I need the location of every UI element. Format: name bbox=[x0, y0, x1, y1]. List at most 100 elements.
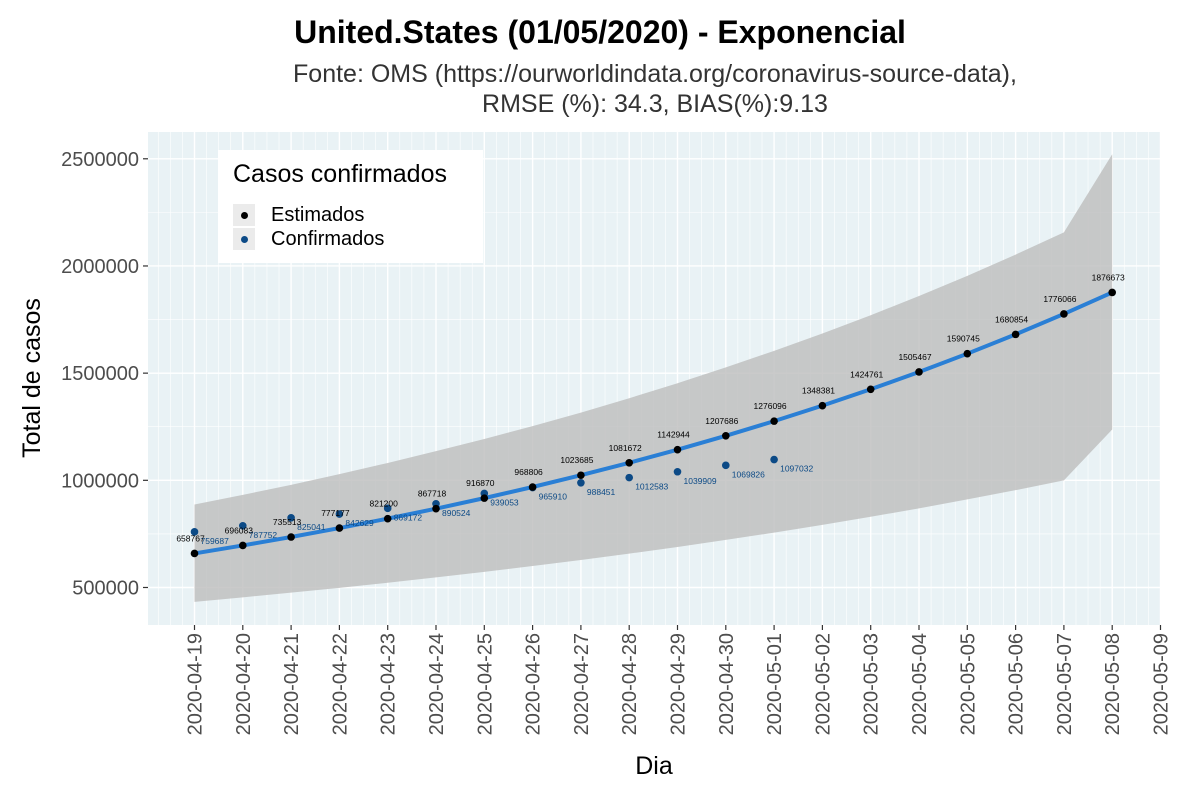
point-confirmados bbox=[190, 528, 199, 536]
point-estimados bbox=[722, 431, 730, 440]
data-label-estimados: 968806 bbox=[514, 467, 543, 477]
data-label-estimados: 1680854 bbox=[995, 314, 1028, 324]
x-tick-label: 2020-04-24 bbox=[426, 633, 448, 735]
data-label-estimados: 696083 bbox=[225, 525, 254, 535]
x-tick-label: 2020-05-04 bbox=[909, 633, 931, 735]
data-label-estimados: 1590745 bbox=[947, 334, 980, 344]
data-label-confirmados: 759687 bbox=[201, 536, 230, 546]
data-label-confirmados: 869172 bbox=[394, 512, 423, 522]
x-tick-label: 2020-04-21 bbox=[281, 633, 303, 735]
point-estimados bbox=[335, 524, 344, 532]
point-estimados bbox=[915, 368, 923, 376]
fit-line bbox=[194, 290, 1114, 556]
y-tick-label: 2000000 bbox=[61, 256, 139, 278]
data-label-confirmados: 939053 bbox=[490, 497, 519, 507]
data-label-confirmados: 1012583 bbox=[635, 482, 668, 492]
x-tick-label: 2020-04-27 bbox=[571, 633, 593, 735]
data-label-estimados: 1207686 bbox=[705, 416, 738, 426]
data-label-estimados: 1776066 bbox=[1043, 294, 1076, 304]
point-confirmados bbox=[625, 473, 633, 482]
legend-dot-confirmados bbox=[241, 236, 248, 243]
x-tick-label: 2020-04-25 bbox=[474, 633, 496, 735]
point-estimados bbox=[1108, 288, 1116, 297]
x-axis-label: Dia bbox=[635, 752, 673, 780]
data-label-confirmados: 825041 bbox=[297, 522, 326, 532]
data-label-estimados: 821200 bbox=[370, 499, 399, 509]
data-label-estimados: 1081672 bbox=[609, 443, 642, 453]
x-tick-label: 2020-04-29 bbox=[668, 633, 690, 735]
x-tick-label: 2020-05-01 bbox=[764, 633, 786, 735]
data-label-estimados: 1142944 bbox=[657, 430, 690, 440]
point-estimados bbox=[770, 417, 778, 425]
x-tick-label: 2020-04-30 bbox=[716, 633, 738, 735]
y-tick-label: 2500000 bbox=[61, 149, 139, 171]
data-label-estimados: 1424761 bbox=[850, 369, 883, 379]
legend-dot-estimados bbox=[241, 212, 248, 219]
point-confirmados bbox=[383, 504, 392, 513]
point-confirmados bbox=[577, 478, 585, 487]
data-labels: 759687 787752 825041 842629 869172 890524 9390… bbox=[176, 272, 1125, 545]
data-label-confirmados: 988451 bbox=[587, 487, 616, 497]
legend-label-confirmados: Confirmados bbox=[271, 228, 385, 250]
point-estimados bbox=[577, 471, 585, 480]
x-tick-label: 2020-04-23 bbox=[378, 633, 400, 735]
point-estimados bbox=[1011, 330, 1020, 339]
data-label-confirmados: 1069826 bbox=[732, 469, 765, 479]
x-tick-label: 2020-05-08 bbox=[1102, 633, 1124, 735]
point-estimados bbox=[432, 504, 440, 513]
y-axis-label: Total de casos bbox=[18, 298, 46, 458]
point-estimados bbox=[673, 445, 682, 454]
x-tick-label: 2020-04-20 bbox=[233, 633, 255, 735]
data-label-estimados: 867718 bbox=[418, 489, 447, 499]
point-estimados bbox=[190, 549, 199, 558]
x-tick-label: 2020-05-02 bbox=[812, 633, 834, 735]
point-estimados bbox=[625, 459, 633, 467]
legend: Casos confirmados Estimados Confirmados bbox=[218, 150, 483, 263]
data-label-estimados: 658767 bbox=[176, 533, 205, 543]
data-label-confirmados: 1039909 bbox=[684, 476, 717, 486]
point-estimados bbox=[866, 385, 875, 394]
data-points bbox=[190, 288, 1116, 558]
legend-title: Casos confirmados bbox=[233, 160, 447, 188]
data-label-estimados: 1876673 bbox=[1092, 272, 1125, 282]
point-confirmados bbox=[722, 461, 730, 470]
data-label-estimados: 1505467 bbox=[898, 352, 931, 362]
x-tick-label: 2020-05-09 bbox=[1151, 633, 1173, 735]
point-confirmados bbox=[770, 455, 778, 464]
x-tick-label: 2020-04-22 bbox=[329, 633, 351, 735]
point-estimados bbox=[383, 514, 392, 523]
chart-title: United.States (01/05/2020) - Exponencial bbox=[294, 14, 906, 50]
x-tick-label: 2020-05-06 bbox=[1006, 633, 1028, 735]
point-confirmados bbox=[239, 522, 247, 530]
x-tick-label: 2020-05-03 bbox=[861, 633, 883, 735]
point-estimados bbox=[480, 494, 489, 502]
point-estimados bbox=[818, 401, 827, 410]
legend-key-estimados bbox=[233, 204, 255, 226]
y-tick-label: 500000 bbox=[72, 577, 139, 599]
data-label-confirmados: 890524 bbox=[442, 508, 471, 518]
data-label-estimados: 1276096 bbox=[754, 401, 787, 411]
chart-subtitle-line-2: RMSE (%): 34.3, BIAS(%):9.13 bbox=[482, 90, 828, 118]
data-label-confirmados: 965910 bbox=[539, 492, 568, 502]
axes: 500000 1000000 1500000 2000000 2500000 2020-0… bbox=[61, 149, 1172, 736]
point-estimados bbox=[528, 483, 537, 491]
data-label-estimados: 1023685 bbox=[560, 455, 593, 465]
x-tick-label: 2020-04-26 bbox=[523, 633, 545, 735]
legend-key-confirmados bbox=[233, 228, 255, 250]
confidence-band bbox=[194, 154, 1113, 602]
x-tick-label: 2020-05-07 bbox=[1054, 633, 1076, 735]
data-label-estimados: 735513 bbox=[273, 517, 302, 527]
point-estimados bbox=[239, 541, 247, 550]
point-estimados bbox=[287, 533, 295, 541]
data-label-estimados: 916870 bbox=[466, 478, 495, 488]
point-estimados bbox=[1060, 310, 1068, 318]
data-label-confirmados: 787752 bbox=[249, 530, 278, 540]
data-label-confirmados: 842629 bbox=[345, 518, 374, 528]
x-tick-label: 2020-05-05 bbox=[957, 633, 979, 735]
point-confirmados bbox=[673, 467, 682, 476]
data-label-estimados: 1348381 bbox=[802, 386, 835, 396]
x-tick-label: 2020-04-28 bbox=[619, 633, 641, 735]
point-confirmados bbox=[287, 514, 295, 522]
legend-label-estimados: Estimados bbox=[271, 204, 365, 226]
